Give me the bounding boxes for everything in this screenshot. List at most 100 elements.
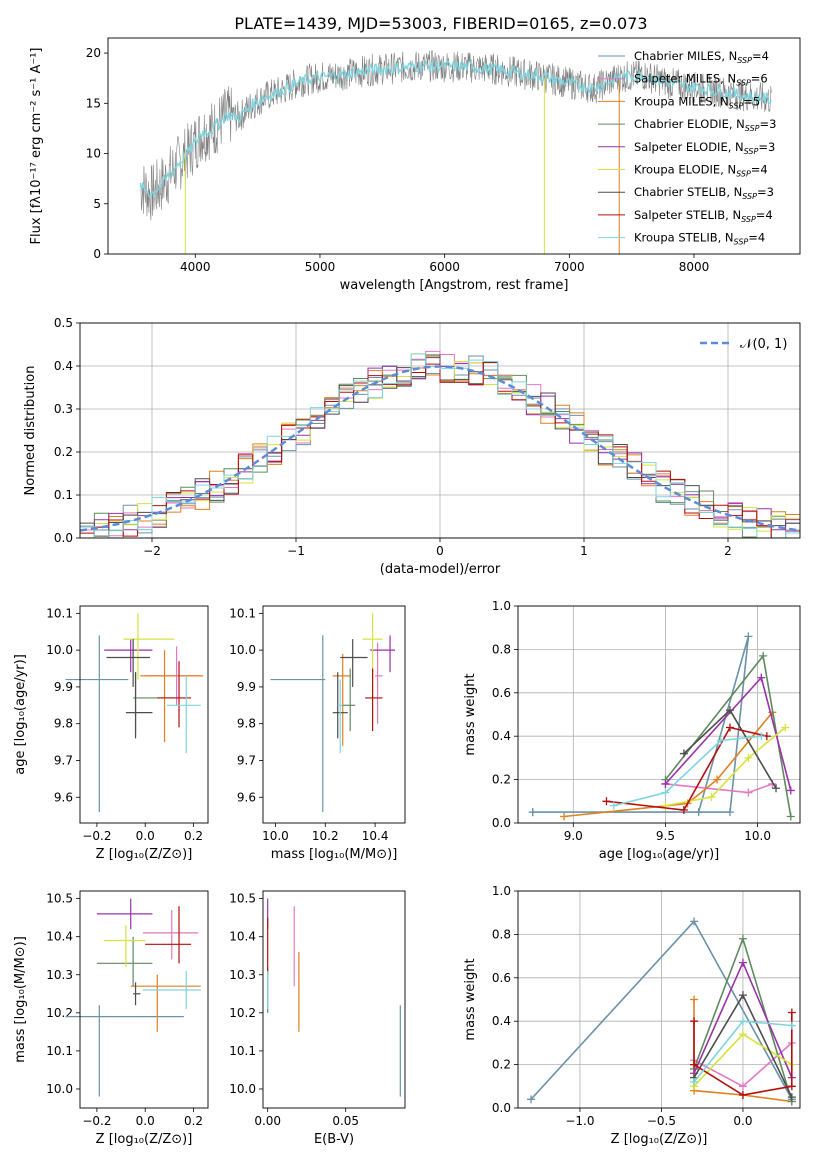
- y-tick-label: 10.0: [46, 643, 73, 657]
- spectrum-data-line: [140, 50, 772, 221]
- legend-label: Chabrier ELODIE, NSSP=3: [634, 117, 776, 133]
- y-tick-label: 10.2: [46, 1006, 73, 1020]
- legend-label: Kroupa MILES, NSSP=5: [634, 94, 760, 110]
- weight-point-marker: [528, 808, 537, 817]
- weight-point-marker: [759, 651, 768, 660]
- weight-point-marker: [707, 792, 716, 801]
- x-tick-label: 6000: [429, 260, 460, 274]
- y-tick-label: 10.0: [229, 1082, 256, 1096]
- y-axis-label: mass [log₁₀(M/M⊙)]: [13, 936, 28, 1063]
- histogram-series: [80, 350, 800, 538]
- y-tick-label: 10: [86, 147, 101, 161]
- weight-point-marker: [527, 1095, 536, 1104]
- y-tick-label: 1.0: [492, 599, 511, 613]
- y-tick-label: 9.9: [54, 680, 73, 694]
- weight-point-marker: [725, 808, 734, 817]
- x-axis-label: Z [log₁₀(Z/Z⊙)]: [611, 1132, 708, 1147]
- x-tick-label: 0.0: [136, 829, 155, 843]
- legend-label: Kroupa STELIB, NSSP=4: [634, 231, 765, 247]
- axes-frame: [262, 890, 406, 1109]
- weight-point-marker: [738, 1090, 747, 1099]
- y-axis-label: mass weight: [463, 673, 478, 755]
- axes-frame: [79, 890, 209, 1109]
- weight-point-marker: [787, 1093, 796, 1102]
- x-tick-label: 0.00: [254, 1114, 281, 1128]
- y-tick-label: 1.0: [492, 884, 511, 898]
- weight-point-marker: [609, 801, 618, 810]
- y-axis-label: Normed distribution: [23, 366, 38, 496]
- weight-point-marker: [787, 1021, 796, 1030]
- weight-series-line: [664, 675, 792, 791]
- y-tick-label: 0.0: [492, 1101, 511, 1115]
- x-tick-label: 0.0: [136, 1114, 155, 1128]
- y-tick-label: 5: [93, 197, 101, 211]
- y-tick-label: 10.3: [229, 968, 256, 982]
- weight-point-marker: [757, 732, 766, 741]
- weight-series-line: [613, 735, 762, 807]
- weight-point-marker: [738, 958, 747, 967]
- x-tick-label: 7000: [554, 260, 585, 274]
- y-tick-label: 15: [86, 96, 101, 110]
- age-vs-mass-panel: 10.0 10.2 10.4 9.6 9.7 9.8 9.9 10.0 10.1 mass [lo…: [229, 605, 406, 862]
- x-tick-label: 5000: [305, 260, 336, 274]
- y-tick-label: 0.4: [492, 729, 511, 743]
- figure-title: PLATE=1439, MJD=53003, FIBERID=0165, z=0…: [234, 14, 647, 33]
- x-axis-label: wavelength [Angstrom, rest frame]: [340, 278, 569, 293]
- weight-point-marker: [690, 917, 699, 926]
- x-tick-label: 8000: [679, 260, 710, 274]
- weight-point-marker: [560, 812, 569, 821]
- y-tick-label: 10.2: [229, 1006, 256, 1020]
- y-tick-label: 0.2: [492, 1058, 511, 1072]
- weight-point-marker: [690, 1060, 699, 1069]
- axes-frame: [262, 605, 406, 824]
- weight-point-marker: [679, 749, 688, 758]
- x-tick-label: −0.2: [82, 1114, 111, 1128]
- legend-label: Salpeter STELIB, NSSP=4: [634, 208, 773, 224]
- axes-frame: [517, 890, 801, 1109]
- weight-point-marker: [787, 1008, 796, 1017]
- y-tick-label: 0.4: [492, 1014, 511, 1028]
- weight-point-marker: [661, 788, 670, 797]
- legend-label: Salpeter ELODIE, NSSP=3: [634, 140, 775, 156]
- weight-point-marker: [781, 723, 790, 732]
- weight-series-line: [606, 726, 767, 811]
- legend-label: Chabrier MILES, NSSP=4: [634, 49, 769, 65]
- y-tick-label: 20: [86, 46, 101, 60]
- x-tick-label: 10.0: [262, 829, 289, 843]
- axes-frame: [79, 605, 209, 824]
- y-tick-label: 9.8: [54, 717, 73, 731]
- weight-point-marker: [716, 736, 725, 745]
- y-tick-label: 0.8: [492, 927, 511, 941]
- x-tick-label: −2: [143, 544, 161, 558]
- legend-label: Chabrier STELIB, NSSP=3: [634, 185, 774, 201]
- x-tick-label: 9.5: [656, 829, 675, 843]
- y-tick-label: 0.0: [54, 531, 73, 545]
- weight-point-marker: [738, 1030, 747, 1039]
- weight-point-marker: [786, 812, 795, 821]
- weight-point-marker: [690, 1017, 699, 1026]
- residuals-panel: −2 −1 0 1 2 0.0 0.1 0.2 0.3 0.4 0.5 (data-model)/er…: [23, 316, 801, 577]
- y-tick-label: 10.1: [229, 1044, 256, 1058]
- weight-point-marker: [690, 995, 699, 1004]
- axes-frame: [79, 322, 801, 539]
- x-axis-label: Z [log₁₀(Z/Z⊙)]: [96, 847, 193, 862]
- y-tick-label: 0.3: [54, 402, 73, 416]
- x-tick-label: −1.0: [565, 1114, 594, 1128]
- histogram-series: [80, 361, 800, 538]
- y-axis-label: Flux [fλ10⁻¹⁷ erg cm⁻² s⁻¹ A⁻¹]: [29, 48, 44, 245]
- x-tick-label: −0.2: [82, 829, 111, 843]
- x-axis-label: E(B-V): [314, 1132, 354, 1147]
- weight-vs-age-panel: 9.0 9.5 10.0 0.0 0.2 0.4 0.6 0.8 1.0 age [log₁₀(a…: [463, 599, 801, 862]
- weight-point-marker: [690, 1077, 699, 1086]
- x-tick-label: 0.0: [733, 1114, 752, 1128]
- y-axis-label: age [log₁₀(age/yr)]: [13, 654, 28, 775]
- mass-vs-EBV-panel: 0.00 0.05 10.0 10.1 10.2 10.3 10.4 10.5 E(B-V): [229, 890, 406, 1147]
- x-tick-label: 4000: [180, 260, 211, 274]
- y-tick-label: 10.0: [229, 643, 256, 657]
- y-tick-label: 10.0: [46, 1082, 73, 1096]
- y-tick-label: 10.5: [229, 892, 256, 906]
- spectrum-panel: 4000 5000 6000 7000 8000 0 5 10 15 20 wavelength […: [29, 37, 801, 293]
- weight-point-marker: [738, 934, 747, 943]
- weight-point-marker: [694, 808, 703, 817]
- x-axis-label: age [log₁₀(age/yr)]: [599, 847, 720, 862]
